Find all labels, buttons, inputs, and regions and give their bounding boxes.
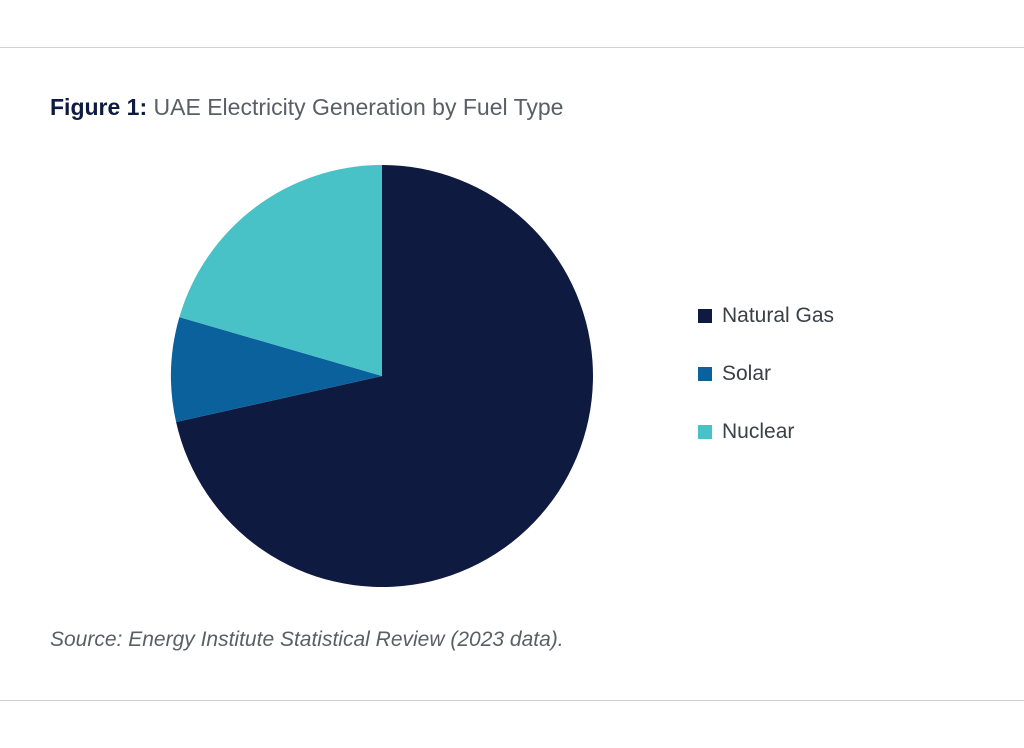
legend-item-natural-gas: Natural Gas [698,302,834,330]
legend-label-solar: Solar [722,362,772,385]
figure-number: Figure 1: [50,94,148,120]
figure-title: Figure 1: UAE Electricity Generation by … [50,92,563,122]
source-note: Source: Energy Institute Statistical Rev… [50,628,564,651]
figure-title-text: UAE Electricity Generation by Fuel Type [153,94,564,120]
legend-item-nuclear: Nuclear [698,418,794,446]
legend-swatch-natural-gas [698,309,712,323]
top-divider [0,47,1024,48]
legend-label-natural-gas: Natural Gas [722,304,835,327]
pie-slice-solar [170,317,382,423]
pie-slice-nuclear [179,165,382,376]
legend-item-solar: Solar [698,360,771,388]
pie-slice-natural-gas [176,165,593,588]
legend-label-nuclear: Nuclear [722,420,795,443]
legend-swatch-nuclear [698,425,712,439]
legend-swatch-solar [698,367,712,381]
bottom-divider [0,700,1024,701]
